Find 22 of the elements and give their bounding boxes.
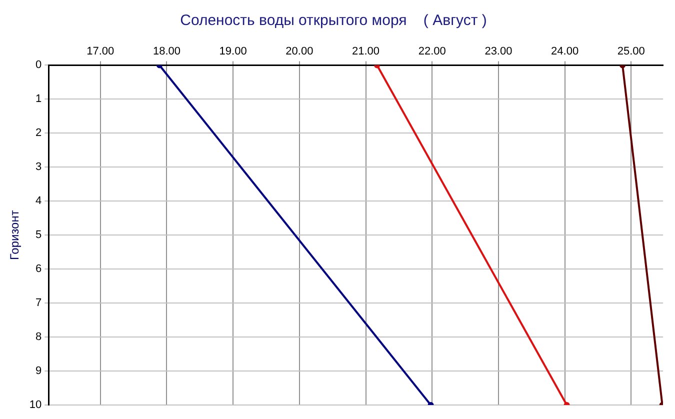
y-tick-label: 9: [36, 365, 42, 378]
y-tick-label: 8: [36, 331, 42, 344]
y-tick-label: 2: [36, 127, 42, 140]
chart-title: Соленость воды открытого моря ( Август ): [180, 12, 487, 30]
x-tick-label: 25.00: [617, 46, 645, 58]
x-tick-label: 17.00: [86, 46, 114, 58]
x-tick-label: 24.00: [551, 46, 579, 58]
y-tick-label: 3: [36, 161, 42, 174]
y-tick-label: 1: [36, 93, 42, 106]
y-tick-label: 7: [36, 297, 42, 310]
x-tick-label: 19.00: [219, 46, 247, 58]
y-tick-label: 4: [36, 195, 42, 208]
x-tick-label: 23.00: [484, 46, 512, 58]
y-axis-title: Горизонт: [8, 210, 22, 260]
x-tick-label: 22.00: [418, 46, 446, 58]
y-tick-label: 0: [36, 59, 42, 72]
x-tick-label: 18.00: [152, 46, 180, 58]
y-tick-label: 10: [29, 399, 42, 412]
x-tick-label: 21.00: [352, 46, 380, 58]
y-tick-label: 6: [36, 263, 42, 276]
y-tick-label: 5: [36, 229, 42, 242]
x-tick-label: 20.00: [286, 46, 314, 58]
